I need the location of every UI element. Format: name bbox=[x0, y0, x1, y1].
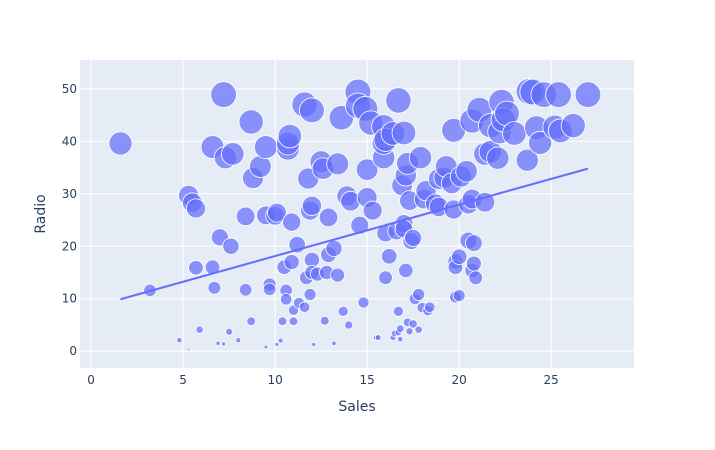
data-point bbox=[362, 200, 383, 221]
data-point bbox=[423, 301, 436, 313]
data-point bbox=[249, 155, 272, 178]
data-point bbox=[204, 259, 221, 276]
trendline-group bbox=[120, 167, 589, 301]
x-tick-labels: 0 5 10 15 20 25 bbox=[87, 373, 559, 387]
data-point bbox=[397, 335, 404, 343]
data-point bbox=[412, 288, 426, 301]
data-point bbox=[326, 152, 350, 176]
data-point bbox=[319, 315, 330, 326]
data-point bbox=[108, 131, 133, 156]
data-point bbox=[474, 191, 496, 213]
data-point bbox=[264, 345, 268, 349]
trendline bbox=[120, 167, 589, 301]
data-point bbox=[515, 148, 539, 172]
y-tick-label: 20 bbox=[62, 239, 77, 253]
y-tick-label: 10 bbox=[62, 292, 77, 306]
data-point bbox=[468, 270, 483, 286]
data-point bbox=[176, 337, 183, 344]
data-point bbox=[267, 202, 287, 223]
data-point bbox=[238, 109, 264, 135]
data-point bbox=[188, 260, 204, 276]
data-point bbox=[238, 283, 253, 297]
x-tick-label: 5 bbox=[179, 373, 187, 387]
data-point bbox=[545, 81, 572, 108]
data-point bbox=[331, 340, 337, 346]
data-point bbox=[318, 207, 339, 228]
data-point bbox=[450, 248, 468, 265]
data-point bbox=[385, 87, 412, 114]
data-point bbox=[220, 341, 227, 347]
x-tick-label: 20 bbox=[452, 373, 467, 387]
x-tick-label: 15 bbox=[359, 373, 374, 387]
data-point bbox=[222, 237, 240, 255]
data-point bbox=[185, 198, 206, 219]
data-point bbox=[465, 234, 483, 252]
data-point bbox=[404, 228, 423, 247]
data-point bbox=[574, 81, 602, 108]
data-point bbox=[378, 270, 393, 286]
y-tick-labels: 0 10 20 30 40 50 bbox=[62, 82, 77, 358]
data-point bbox=[392, 305, 404, 317]
x-axis-title: Sales bbox=[338, 399, 375, 415]
data-point bbox=[560, 113, 586, 139]
data-point bbox=[277, 123, 302, 149]
data-point bbox=[502, 121, 527, 146]
data-point bbox=[277, 316, 288, 327]
data-point bbox=[465, 255, 482, 272]
data-point bbox=[221, 142, 245, 166]
data-point bbox=[344, 320, 354, 330]
data-point bbox=[299, 97, 325, 124]
y-tick-label: 0 bbox=[69, 344, 77, 358]
data-point bbox=[235, 206, 256, 227]
data-point bbox=[298, 301, 311, 313]
data-point bbox=[391, 120, 417, 146]
data-point bbox=[486, 146, 510, 170]
data-point bbox=[207, 280, 222, 295]
data-point bbox=[311, 341, 317, 347]
data-point bbox=[277, 337, 284, 344]
data-point bbox=[215, 340, 221, 346]
y-axis-title: Radio bbox=[33, 194, 49, 233]
data-point bbox=[408, 319, 418, 329]
data-point bbox=[330, 267, 346, 283]
data-point bbox=[195, 325, 204, 334]
data-point bbox=[279, 293, 293, 306]
data-point bbox=[398, 262, 414, 279]
data-point bbox=[380, 248, 398, 265]
y-tick-label: 30 bbox=[62, 187, 77, 201]
data-point bbox=[355, 158, 379, 181]
data-point bbox=[452, 289, 466, 302]
data-point bbox=[374, 334, 382, 341]
data-point bbox=[225, 327, 234, 336]
data-point bbox=[350, 215, 370, 235]
data-point bbox=[187, 348, 190, 351]
data-point bbox=[282, 212, 302, 232]
data-point bbox=[262, 282, 277, 297]
data-point bbox=[274, 341, 280, 347]
data-point bbox=[283, 254, 300, 270]
x-tick-label: 25 bbox=[544, 373, 559, 387]
data-point bbox=[528, 130, 553, 155]
data-point bbox=[246, 316, 256, 327]
data-point bbox=[405, 327, 414, 336]
data-point bbox=[210, 81, 237, 108]
y-tick-label: 50 bbox=[62, 82, 77, 96]
data-point bbox=[455, 160, 478, 183]
data-point bbox=[396, 324, 405, 333]
data-point bbox=[301, 195, 322, 216]
data-point bbox=[288, 316, 299, 327]
data-point bbox=[235, 337, 242, 344]
data-points bbox=[108, 78, 602, 351]
data-point bbox=[337, 305, 349, 317]
data-point bbox=[414, 325, 423, 334]
data-point bbox=[303, 288, 317, 301]
x-tick-label: 10 bbox=[267, 373, 282, 387]
y-tick-label: 40 bbox=[62, 134, 77, 148]
data-point bbox=[254, 135, 278, 159]
data-point bbox=[325, 239, 343, 257]
data-point bbox=[408, 146, 433, 170]
data-point bbox=[357, 296, 370, 309]
x-tick-label: 0 bbox=[87, 373, 95, 387]
